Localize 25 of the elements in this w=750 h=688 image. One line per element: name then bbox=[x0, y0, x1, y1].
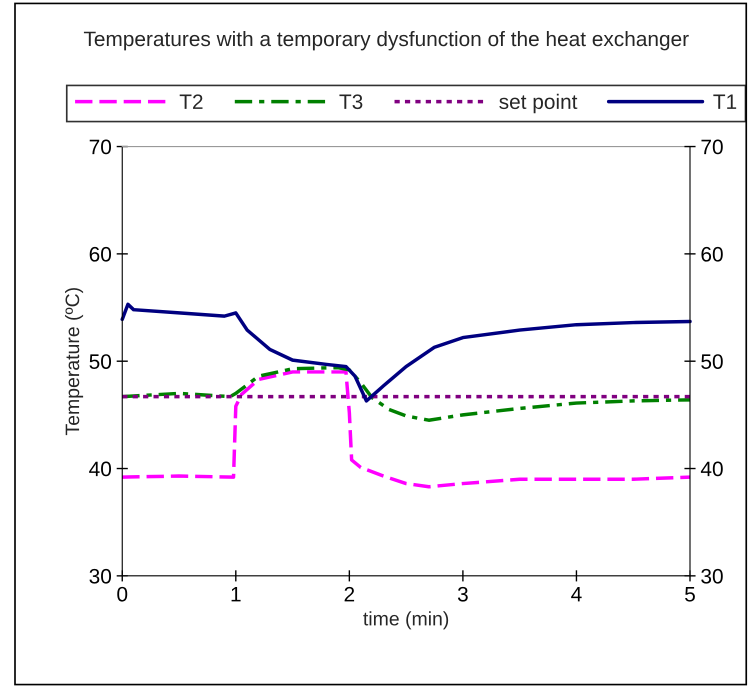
y-tick-label: 30 bbox=[89, 568, 112, 584]
line-series bbox=[120, 302, 692, 403]
x-tick-label: 2 bbox=[344, 586, 354, 602]
y2-tick-label: 40 bbox=[700, 462, 723, 476]
y-tick-label: 60 bbox=[90, 246, 112, 262]
legend-label: T3 bbox=[339, 94, 362, 110]
y2-tick-label: 60 bbox=[701, 246, 723, 262]
y2-tick-label: 50 bbox=[701, 354, 723, 369]
y-axis-title: Temperature (ºC) bbox=[64, 288, 84, 436]
y-tick-label: 50 bbox=[89, 354, 112, 369]
x-axis-title: time (min) bbox=[363, 611, 448, 630]
x-tick-label: 0 bbox=[117, 586, 128, 602]
legend-label: T2 bbox=[180, 94, 203, 109]
line-series bbox=[120, 370, 692, 489]
legend-label: set point bbox=[499, 94, 578, 114]
x-tick-label: 5 bbox=[685, 587, 695, 602]
y2-tick-label: 70 bbox=[701, 140, 723, 154]
x-tick-label: 3 bbox=[458, 586, 468, 602]
y-tick-label: 70 bbox=[90, 140, 112, 154]
chart-title: Temperatures with a temporary dysfunction of the heat exchanger bbox=[84, 30, 689, 50]
y-tick-label: 40 bbox=[89, 462, 112, 476]
legend-label: T1 bbox=[713, 94, 736, 109]
x-tick-label: 4 bbox=[571, 587, 582, 602]
x-tick-label: 1 bbox=[232, 587, 241, 602]
y2-tick-label: 30 bbox=[701, 568, 723, 584]
